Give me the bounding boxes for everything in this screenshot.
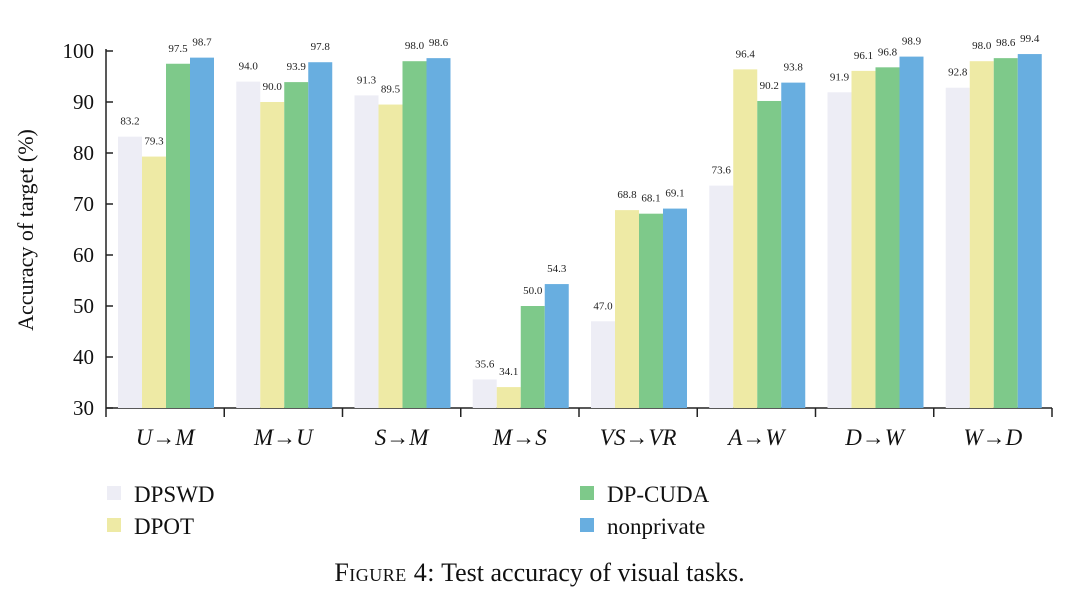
bar — [354, 95, 379, 409]
bar — [496, 387, 521, 408]
bar — [308, 62, 333, 408]
data-label: 91.3 — [357, 74, 377, 86]
data-label: 97.8 — [311, 41, 331, 53]
bar — [639, 213, 663, 408]
data-label: 90.2 — [760, 80, 779, 92]
legend-label: DP-CUDA — [607, 482, 710, 507]
data-label: 98.0 — [972, 40, 992, 52]
legend-label: DPOT — [134, 514, 194, 539]
data-label: 97.5 — [168, 43, 188, 55]
y-axis-label: Accuracy of target (%) — [13, 129, 38, 331]
data-label: 96.8 — [878, 46, 898, 58]
bar — [236, 81, 261, 408]
y-tick-label: 90 — [73, 90, 94, 114]
data-label: 68.1 — [641, 193, 660, 205]
bar — [118, 136, 142, 408]
data-label: 93.8 — [784, 62, 804, 74]
bar — [781, 82, 806, 409]
data-label: 96.1 — [854, 50, 873, 62]
x-tick-label: A→W — [726, 425, 786, 450]
x-tick-label: M→U — [253, 425, 314, 450]
bar — [899, 56, 924, 409]
data-label: 98.9 — [902, 36, 922, 48]
bar — [851, 70, 876, 408]
legend: DPSWD DPOT DP-CUDA nonprivate — [107, 482, 710, 539]
x-tick-label: W→D — [963, 425, 1022, 450]
legend-label: DPSWD — [134, 482, 215, 507]
bar — [1017, 54, 1042, 409]
legend-swatch — [580, 518, 594, 532]
legend-swatch — [107, 518, 121, 532]
x-tick-label: S→M — [375, 425, 431, 450]
bar — [284, 82, 309, 409]
bar — [402, 61, 427, 408]
data-label: 47.0 — [593, 300, 613, 312]
x-tick-label: U→M — [136, 425, 197, 450]
bar — [378, 104, 403, 409]
bar — [615, 210, 639, 408]
bar — [544, 284, 569, 408]
x-axis: U→M M→U S→M M→S VS→VR A→W D→W W→D — [105, 407, 1053, 450]
y-tick-label: 70 — [73, 192, 94, 216]
data-label: 98.6 — [996, 37, 1016, 49]
data-label: 83.2 — [120, 116, 139, 128]
figure-caption: Figure 4: Test accuracy of visual tasks. — [0, 558, 1079, 588]
data-label: 54.3 — [547, 263, 567, 275]
x-tick-label: M→S — [492, 425, 547, 450]
x-tick-label: D→W — [844, 425, 906, 450]
bar — [709, 185, 734, 408]
bar — [166, 63, 190, 408]
y-tick-label: 60 — [73, 243, 94, 267]
data-label: 68.8 — [617, 189, 637, 201]
bar — [591, 321, 615, 408]
bar — [260, 102, 285, 408]
data-label: 96.4 — [736, 48, 756, 60]
data-label: 99.4 — [1020, 33, 1040, 45]
data-label: 79.3 — [144, 136, 164, 148]
bar — [969, 61, 994, 408]
y-tick-label: 100 — [63, 39, 95, 63]
y-axis: 30 40 50 60 70 80 90 100 — [63, 39, 113, 420]
bar — [945, 87, 970, 408]
bar — [993, 58, 1018, 408]
bar — [190, 57, 214, 408]
data-label: 69.1 — [665, 188, 684, 200]
data-label: 73.6 — [712, 165, 732, 177]
data-label: 50.0 — [523, 285, 543, 297]
legend-label: nonprivate — [607, 514, 705, 539]
bar — [827, 92, 852, 408]
data-label: 35.6 — [475, 358, 495, 370]
bar — [733, 69, 758, 409]
data-label: 92.8 — [948, 67, 968, 79]
figure-caption-text: Test accuracy of visual tasks. — [441, 558, 745, 587]
legend-swatch — [107, 486, 121, 500]
bar — [875, 67, 900, 408]
y-tick-label: 80 — [73, 141, 94, 165]
bar — [663, 208, 687, 408]
bars — [118, 54, 1042, 409]
data-label: 98.0 — [405, 40, 425, 52]
data-label: 94.0 — [239, 61, 259, 73]
data-label: 90.0 — [263, 81, 283, 93]
data-label: 93.9 — [287, 61, 307, 73]
y-tick-label: 50 — [73, 294, 94, 318]
bar — [426, 58, 451, 408]
data-label: 98.6 — [429, 37, 449, 49]
data-label: 89.5 — [381, 84, 401, 96]
bar — [142, 156, 166, 408]
value-labels: 83.2 94.0 91.3 35.6 47.0 73.6 91.9 92.8 79.3 90.0… — [120, 33, 1040, 378]
y-tick-label: 40 — [73, 345, 94, 369]
data-label: 91.9 — [830, 71, 850, 83]
legend-swatch — [580, 486, 594, 500]
bar — [757, 100, 782, 408]
figure-label: Figure 4: — [334, 558, 436, 587]
bar — [472, 379, 497, 408]
bar — [520, 306, 545, 408]
x-tick-label: VS→VR — [600, 425, 677, 450]
data-label: 34.1 — [499, 366, 518, 378]
bar-chart: 30 40 50 60 70 80 90 100 U→M M→U S→M M→S VS→VR A→W D→… — [13, 33, 1053, 539]
y-tick-label: 30 — [73, 396, 94, 420]
data-label: 98.7 — [192, 37, 212, 49]
